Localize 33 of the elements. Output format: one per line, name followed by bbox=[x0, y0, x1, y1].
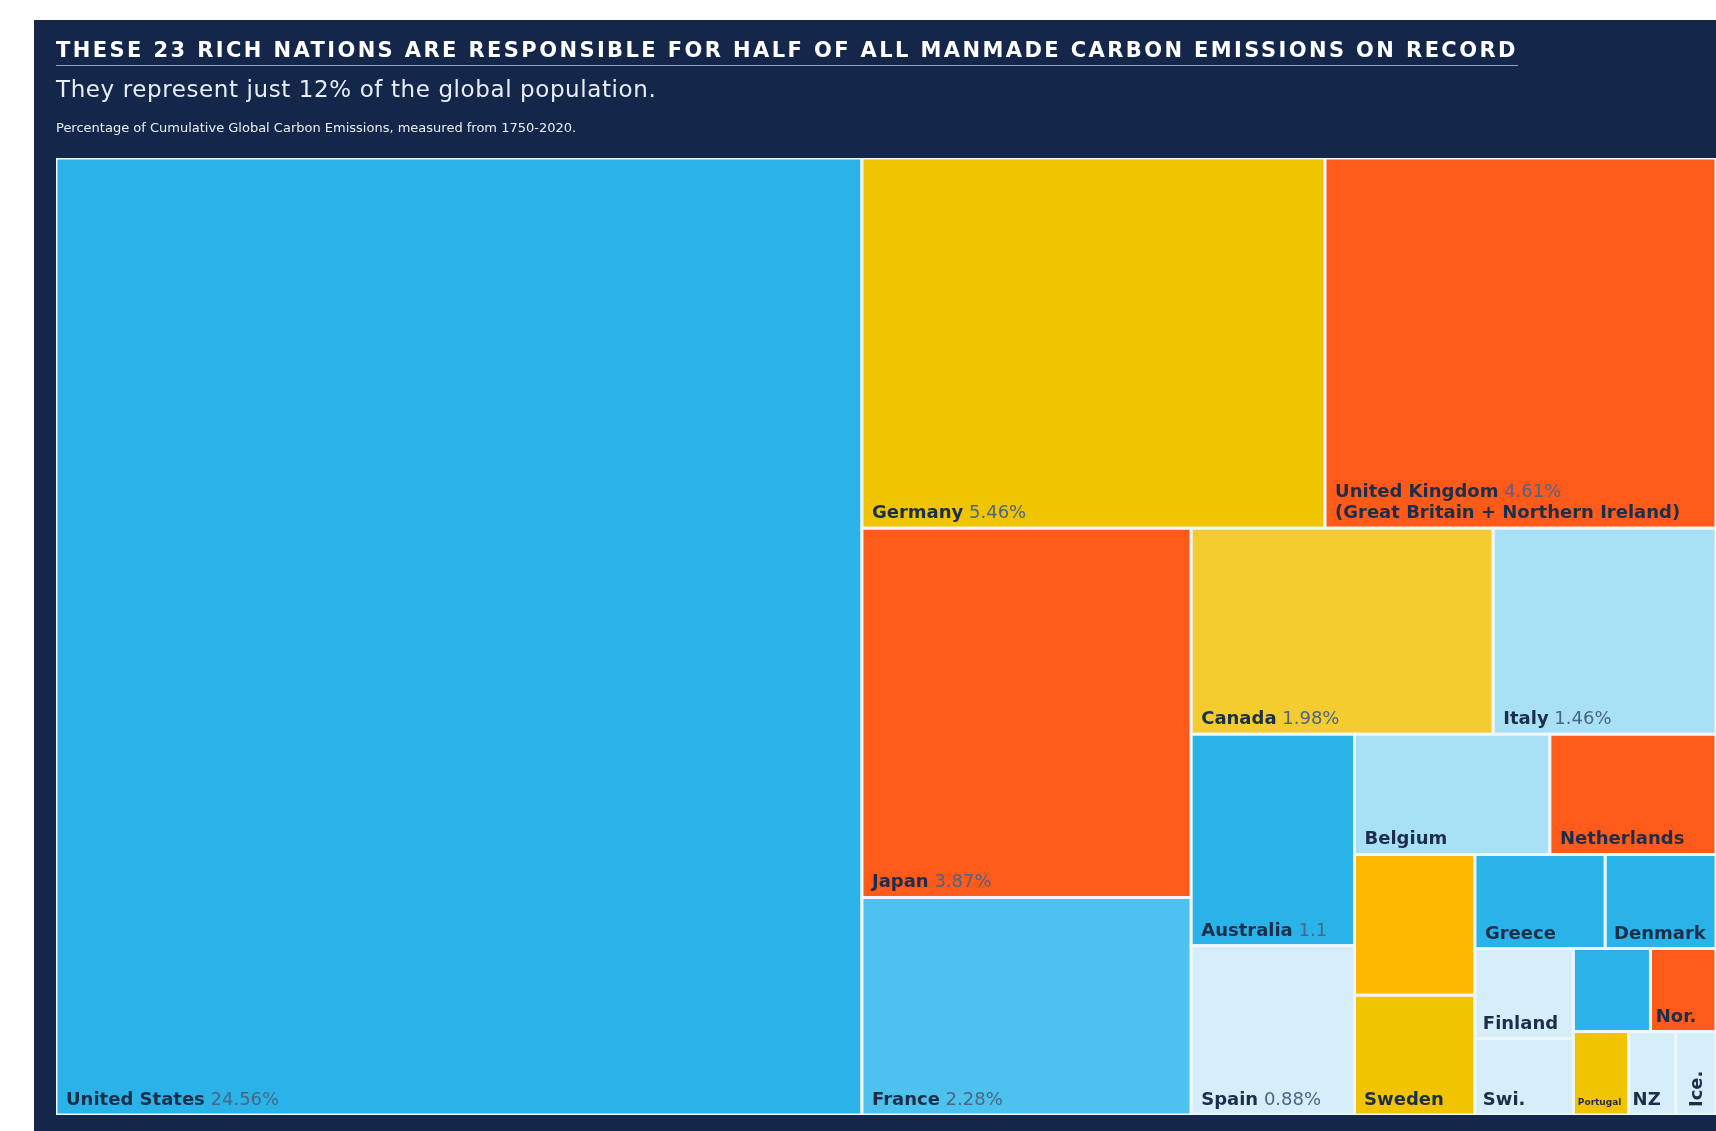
text: (Great Britain + Northern Ireland) bbox=[1335, 501, 1681, 523]
category-label: Denmark bbox=[1614, 921, 1707, 943]
data-label: 1.1 bbox=[1292, 918, 1328, 940]
category-label: Ice. bbox=[1685, 1070, 1707, 1107]
category-label: Nor. bbox=[1655, 1004, 1697, 1026]
data-label: 2.28% bbox=[939, 1088, 1003, 1109]
category-label: United Kingdom bbox=[1335, 479, 1499, 501]
category-label: Belgium bbox=[1364, 827, 1448, 849]
category-label: Italy bbox=[1503, 707, 1549, 729]
category-label: Netherlands bbox=[1559, 827, 1685, 849]
data-label: 1.98% bbox=[1276, 707, 1340, 729]
category-label: Swi. bbox=[1482, 1088, 1526, 1109]
category-label: Canada bbox=[1201, 707, 1277, 729]
category-label: Sweden bbox=[1364, 1088, 1444, 1109]
category-label: NZ bbox=[1632, 1088, 1661, 1109]
category-label: Australia bbox=[1201, 918, 1293, 940]
data-label: 24.56% bbox=[204, 1088, 280, 1109]
data-label: 1.46% bbox=[1548, 707, 1612, 729]
text: THESE 23 RICH NATIONS ARE RESPONSIBLE FOR HALF OF ALL MANMADE CARBON EMISSIONS ON RECORD bbox=[56, 38, 1518, 66]
category-label: France bbox=[871, 1088, 940, 1109]
category-label: Japan bbox=[869, 870, 929, 892]
data-label: 0.88% bbox=[1258, 1088, 1322, 1109]
data-label: 5.46% bbox=[963, 501, 1027, 523]
category-label: Portugal bbox=[1577, 1097, 1622, 1107]
data-label: 4.61% bbox=[1498, 479, 1562, 501]
category-label: Germany bbox=[871, 501, 964, 523]
data-label: 3.87% bbox=[928, 870, 992, 892]
text: They represent just 12% of the global population. bbox=[56, 76, 657, 102]
text: Percentage of Cumulative Global Carbon Emissions, measured from 1750-2020. bbox=[56, 120, 577, 135]
category-label: United States bbox=[66, 1088, 205, 1109]
category-label: Finland bbox=[1482, 1011, 1559, 1033]
category-label: Spain bbox=[1201, 1088, 1259, 1109]
category-label: Greece bbox=[1484, 921, 1556, 943]
